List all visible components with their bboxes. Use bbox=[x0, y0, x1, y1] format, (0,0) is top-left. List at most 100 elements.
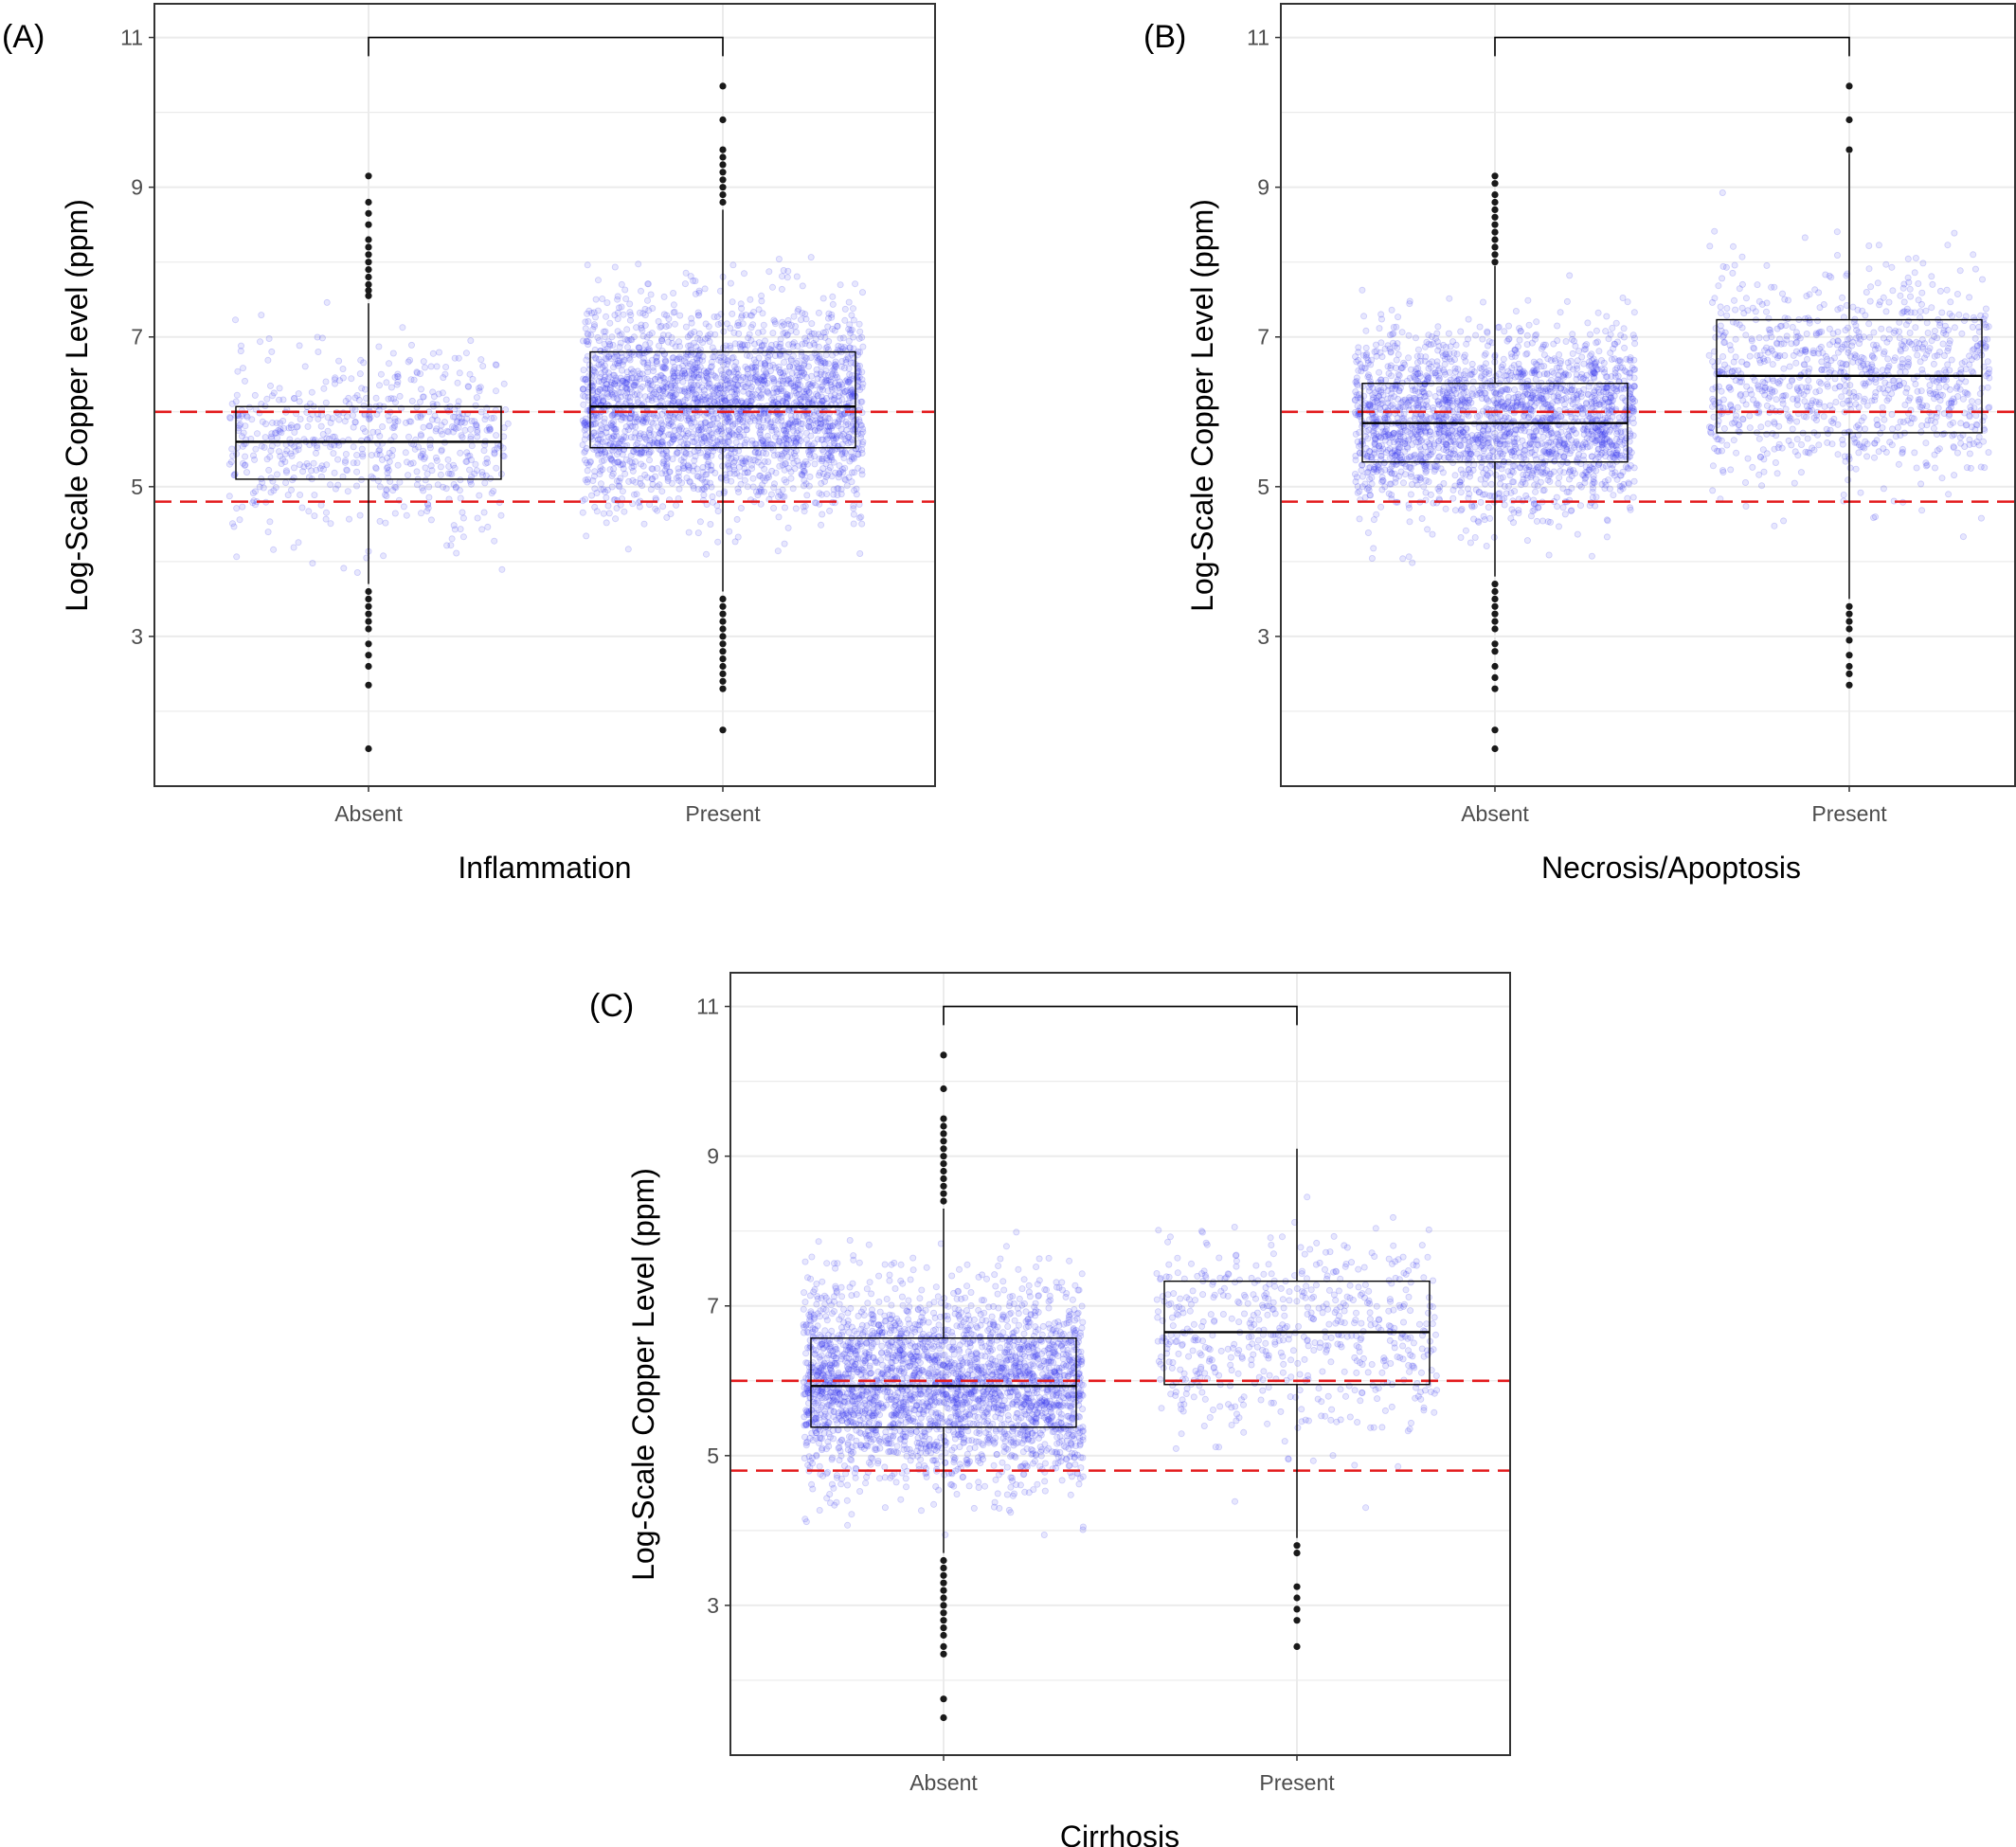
jitter-point bbox=[714, 508, 722, 515]
jitter-point bbox=[287, 486, 295, 493]
jitter-point bbox=[756, 472, 764, 479]
jitter-point bbox=[787, 375, 795, 383]
jitter-point bbox=[330, 450, 337, 457]
jitter-point bbox=[792, 505, 800, 512]
jitter-point bbox=[391, 418, 399, 425]
jitter-point bbox=[604, 502, 612, 510]
outlier-point bbox=[365, 259, 372, 266]
jitter-point bbox=[591, 368, 599, 376]
jitter-point bbox=[653, 357, 660, 365]
jitter-point bbox=[1481, 376, 1488, 384]
jitter-point bbox=[234, 368, 242, 375]
jitter-point bbox=[610, 394, 618, 402]
jitter-point bbox=[443, 542, 451, 549]
jitter-point bbox=[1590, 473, 1597, 480]
jitter-point bbox=[617, 393, 624, 401]
jitter-point bbox=[850, 333, 857, 341]
jitter-point bbox=[841, 305, 849, 313]
jitter-point bbox=[353, 468, 361, 475]
jitter-point bbox=[407, 376, 415, 384]
jitter-point bbox=[353, 459, 361, 467]
jitter-point bbox=[658, 347, 666, 354]
jitter-point bbox=[403, 458, 410, 466]
jitter-point bbox=[1410, 404, 1417, 412]
jitter-point bbox=[239, 365, 246, 372]
jitter-point bbox=[1446, 295, 1453, 302]
jitter-point bbox=[1556, 523, 1563, 530]
jitter-point bbox=[1551, 355, 1558, 363]
jitter-point bbox=[837, 281, 844, 289]
jitter-point bbox=[486, 426, 494, 434]
jitter-point bbox=[245, 403, 253, 411]
jitter-point bbox=[1593, 327, 1600, 334]
jitter-point bbox=[709, 498, 716, 506]
jitter-point bbox=[1359, 286, 1366, 294]
outlier-point bbox=[719, 116, 727, 124]
jitter-point bbox=[826, 415, 834, 422]
jitter-point bbox=[1368, 555, 1376, 563]
jitter-point bbox=[838, 381, 846, 388]
jitter-point bbox=[646, 457, 654, 464]
jitter-point bbox=[441, 419, 448, 426]
jitter-point bbox=[587, 332, 595, 339]
jitter-point bbox=[1485, 504, 1492, 511]
jitter-point bbox=[313, 466, 320, 474]
jitter-point bbox=[458, 415, 465, 422]
jitter-point bbox=[597, 467, 604, 475]
jitter-point bbox=[327, 443, 334, 451]
jitter-point bbox=[629, 374, 637, 382]
jitter-point bbox=[791, 465, 799, 473]
jitter-point bbox=[1525, 321, 1533, 329]
jitter-point bbox=[377, 370, 385, 378]
jitter-point bbox=[766, 421, 774, 428]
jitter-point bbox=[778, 285, 785, 293]
jitter-point bbox=[1619, 294, 1627, 301]
jitter-point bbox=[798, 398, 805, 405]
jitter-point bbox=[285, 424, 293, 432]
jitter-point bbox=[770, 316, 778, 324]
jitter-point bbox=[649, 304, 657, 312]
jitter-point bbox=[1457, 328, 1465, 335]
jitter-point bbox=[454, 418, 461, 425]
jitter-point bbox=[623, 336, 631, 344]
jitter-point bbox=[603, 313, 610, 320]
jitter-point bbox=[296, 461, 303, 469]
jitter-point bbox=[742, 439, 749, 446]
jitter-point bbox=[1627, 506, 1634, 513]
jitter-point bbox=[1539, 433, 1547, 440]
jitter-point bbox=[681, 280, 689, 288]
jitter-point bbox=[268, 348, 276, 355]
jitter-point bbox=[1630, 334, 1638, 342]
outlier-point bbox=[719, 153, 727, 161]
jitter-point bbox=[242, 453, 249, 460]
jitter-point bbox=[708, 368, 715, 376]
jitter-point bbox=[600, 510, 607, 517]
jitter-point bbox=[581, 436, 588, 443]
jitter-point bbox=[291, 443, 298, 451]
jitter-point bbox=[295, 390, 302, 398]
jitter-point bbox=[614, 315, 621, 323]
jitter-point bbox=[1496, 390, 1503, 398]
jitter-point bbox=[730, 463, 738, 471]
jitter-point bbox=[652, 414, 659, 421]
jitter-point bbox=[1573, 375, 1580, 383]
jitter-point bbox=[667, 421, 675, 428]
jitter-point bbox=[686, 450, 693, 457]
jitter-point bbox=[829, 293, 837, 300]
jitter-point bbox=[727, 344, 734, 351]
jitter-point bbox=[1498, 465, 1505, 473]
jitter-point bbox=[807, 432, 815, 439]
outlier-point bbox=[365, 273, 372, 281]
jitter-point bbox=[297, 415, 304, 422]
y-tick-label: 3 bbox=[131, 624, 143, 649]
jitter-point bbox=[1630, 374, 1638, 382]
jitter-point bbox=[1367, 361, 1375, 368]
jitter-point bbox=[1577, 502, 1585, 510]
jitter-point bbox=[787, 475, 795, 482]
jitter-point bbox=[1548, 376, 1556, 384]
jitter-point bbox=[639, 482, 646, 490]
jitter-point bbox=[422, 464, 429, 472]
jitter-point bbox=[1472, 332, 1480, 339]
jitter-point bbox=[656, 386, 663, 394]
jitter-point bbox=[856, 550, 864, 558]
